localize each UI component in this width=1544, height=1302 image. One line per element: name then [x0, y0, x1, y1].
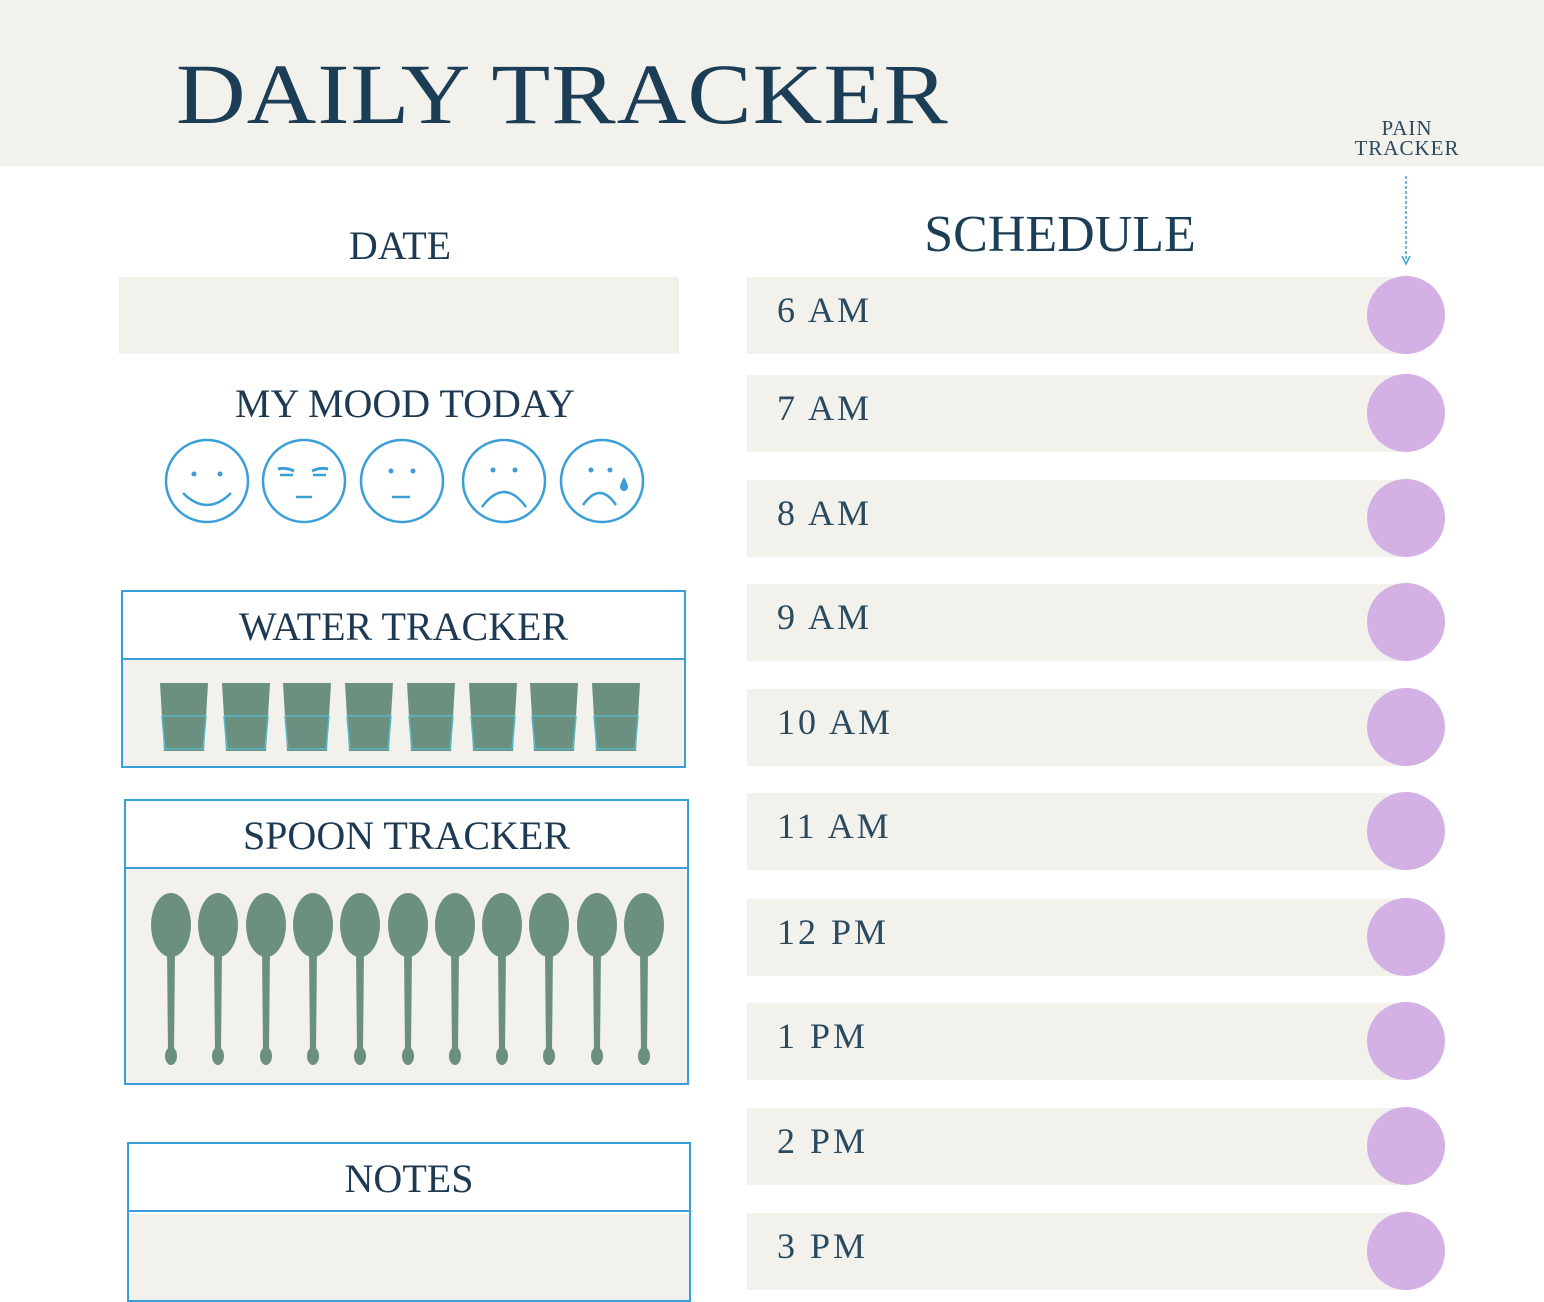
pain-tracker-dot[interactable] [1367, 1002, 1445, 1080]
schedule-slot-field[interactable] [747, 1108, 1407, 1185]
spoon-icon[interactable] [339, 893, 381, 1068]
schedule-title: SCHEDULE [924, 206, 1196, 263]
spoon-icon[interactable] [292, 893, 334, 1068]
water-glass-icon[interactable] [159, 682, 209, 752]
schedule-slot-time: 6 AM [777, 290, 873, 330]
schedule-slot-field[interactable] [747, 584, 1407, 661]
arrow-down-icon [1401, 176, 1411, 266]
water-tracker: WATER TRACKER [121, 590, 686, 768]
schedule-slot[interactable]: 6 AM [747, 276, 1447, 354]
schedule-slot-time: 9 AM [777, 597, 873, 637]
schedule-slot[interactable]: 8 AM [747, 479, 1447, 557]
pain-tracker-label: PAIN TRACKER [1346, 116, 1468, 160]
schedule-slot[interactable]: 12 PM [747, 898, 1447, 976]
spoon-icon[interactable] [150, 893, 192, 1068]
schedule-slot[interactable]: 11 AM [747, 792, 1447, 870]
mood-selector [163, 437, 648, 527]
schedule-slot[interactable]: 1 PM [747, 1002, 1447, 1080]
water-glass-icon[interactable] [221, 682, 271, 752]
spoon-icon[interactable] [434, 893, 476, 1068]
schedule-slot-time: 8 AM [777, 493, 873, 533]
schedule-slot-time: 11 AM [777, 806, 892, 846]
header-band [0, 0, 1544, 166]
schedule-slot-time: 10 AM [777, 702, 894, 742]
water-glass-icon[interactable] [591, 682, 641, 752]
schedule-slot-field[interactable] [747, 899, 1407, 976]
water-tracker-body [123, 660, 684, 766]
happy-face-icon[interactable] [163, 437, 251, 525]
schedule-slot-time: 2 PM [777, 1121, 869, 1161]
spoon-icon[interactable] [245, 893, 287, 1068]
page-title: DAILY TRACKER [176, 46, 949, 142]
spoon-icon[interactable] [197, 893, 239, 1068]
pain-tracker-dot[interactable] [1367, 1107, 1445, 1185]
schedule-slot-field[interactable] [747, 1003, 1407, 1080]
pain-tracker-dot[interactable] [1367, 898, 1445, 976]
schedule-slot-field[interactable] [747, 689, 1407, 766]
water-tracker-title: WATER TRACKER [123, 592, 684, 660]
neutral-face-icon[interactable] [358, 437, 446, 525]
schedule-slot-time: 7 AM [777, 388, 873, 428]
notes-field[interactable] [129, 1214, 689, 1300]
pain-tracker-label-line-2: TRACKER [1354, 136, 1460, 160]
crying-face-icon[interactable] [558, 437, 646, 525]
schedule-slot[interactable]: 3 PM [747, 1212, 1447, 1290]
schedule-slot-time: 12 PM [777, 912, 890, 952]
water-glass-icon[interactable] [344, 682, 394, 752]
sad-face-icon[interactable] [460, 437, 548, 525]
pain-tracker-dot[interactable] [1367, 1212, 1445, 1290]
pain-tracker-dot[interactable] [1367, 479, 1445, 557]
water-glass-icon[interactable] [406, 682, 456, 752]
schedule-slot[interactable]: 2 PM [747, 1107, 1447, 1185]
spoon-icon[interactable] [528, 893, 570, 1068]
spoon-tracker: SPOON TRACKER [124, 799, 689, 1085]
mood-label: MY MOOD TODAY [234, 381, 576, 426]
spoon-tracker-body [126, 869, 687, 1083]
pain-tracker-dot[interactable] [1367, 374, 1445, 452]
schedule-slot-field[interactable] [747, 793, 1407, 870]
schedule-slot-field[interactable] [747, 375, 1407, 452]
date-field[interactable] [119, 277, 679, 354]
schedule-slot[interactable]: 9 AM [747, 583, 1447, 661]
water-glass-icon[interactable] [468, 682, 518, 752]
schedule-slot[interactable]: 10 AM [747, 688, 1447, 766]
spoon-icon[interactable] [623, 893, 665, 1068]
notes-section: NOTES [127, 1142, 691, 1302]
schedule-slot[interactable]: 7 AM [747, 374, 1447, 452]
spoon-icon[interactable] [387, 893, 429, 1068]
pain-tracker-dot[interactable] [1367, 688, 1445, 766]
annoyed-face-icon[interactable] [260, 437, 348, 525]
schedule-slot-field[interactable] [747, 277, 1407, 354]
spoon-icon[interactable] [481, 893, 523, 1068]
pain-tracker-dot[interactable] [1367, 276, 1445, 354]
pain-tracker-dot[interactable] [1367, 583, 1445, 661]
pain-tracker-dot[interactable] [1367, 792, 1445, 870]
water-glass-icon[interactable] [529, 682, 579, 752]
notes-title: NOTES [129, 1144, 689, 1212]
water-glass-icon[interactable] [282, 682, 332, 752]
spoon-icon[interactable] [576, 893, 618, 1068]
schedule-slot-field[interactable] [747, 480, 1407, 557]
schedule-slot-field[interactable] [747, 1213, 1407, 1290]
schedule-slot-time: 3 PM [777, 1226, 869, 1266]
date-label: DATE [348, 223, 452, 268]
spoon-tracker-title: SPOON TRACKER [126, 801, 687, 869]
schedule-slot-time: 1 PM [777, 1016, 869, 1056]
pain-tracker-label-line-1: PAIN [1381, 116, 1433, 140]
